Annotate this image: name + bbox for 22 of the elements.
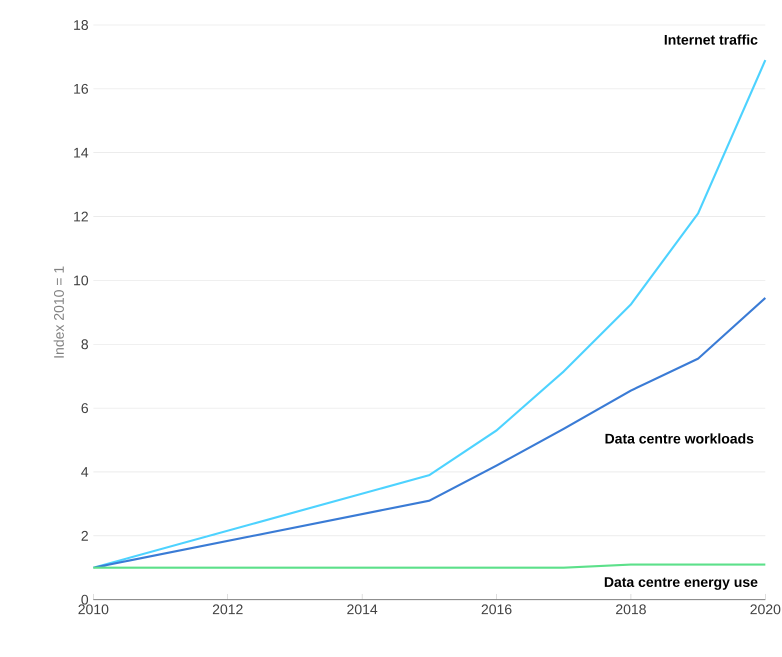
y-tick-label: 8: [81, 339, 88, 350]
y-tick-label: 4: [81, 467, 88, 477]
y-tick-label: 16: [74, 84, 88, 94]
series-label: Data centre energy use: [604, 577, 758, 590]
series-label: Data centre workloads: [606, 433, 754, 444]
x-tick-label: 2016: [482, 604, 512, 614]
y-tick-label: 12: [74, 212, 88, 222]
x-tick-label: 2012: [212, 604, 243, 614]
y-axis-title: Index 2010 = 1: [54, 266, 64, 358]
series-label: Internet traffic: [664, 34, 758, 45]
y-tick-label: 18: [74, 20, 88, 30]
line-series: [92, 59, 766, 569]
line-series: [92, 296, 766, 569]
y-tick-label: 14: [74, 148, 88, 158]
y-tick-label: 2: [82, 530, 88, 541]
y-tick-label: 0: [81, 594, 88, 605]
x-tick-label: 2020: [750, 604, 780, 614]
x-tick-label: 2018: [616, 604, 646, 614]
x-tick-label: 2010: [78, 604, 108, 614]
y-tick-label: 6: [82, 403, 88, 414]
y-tick-label: 10: [74, 275, 88, 286]
x-tick-label: 2014: [347, 604, 378, 614]
